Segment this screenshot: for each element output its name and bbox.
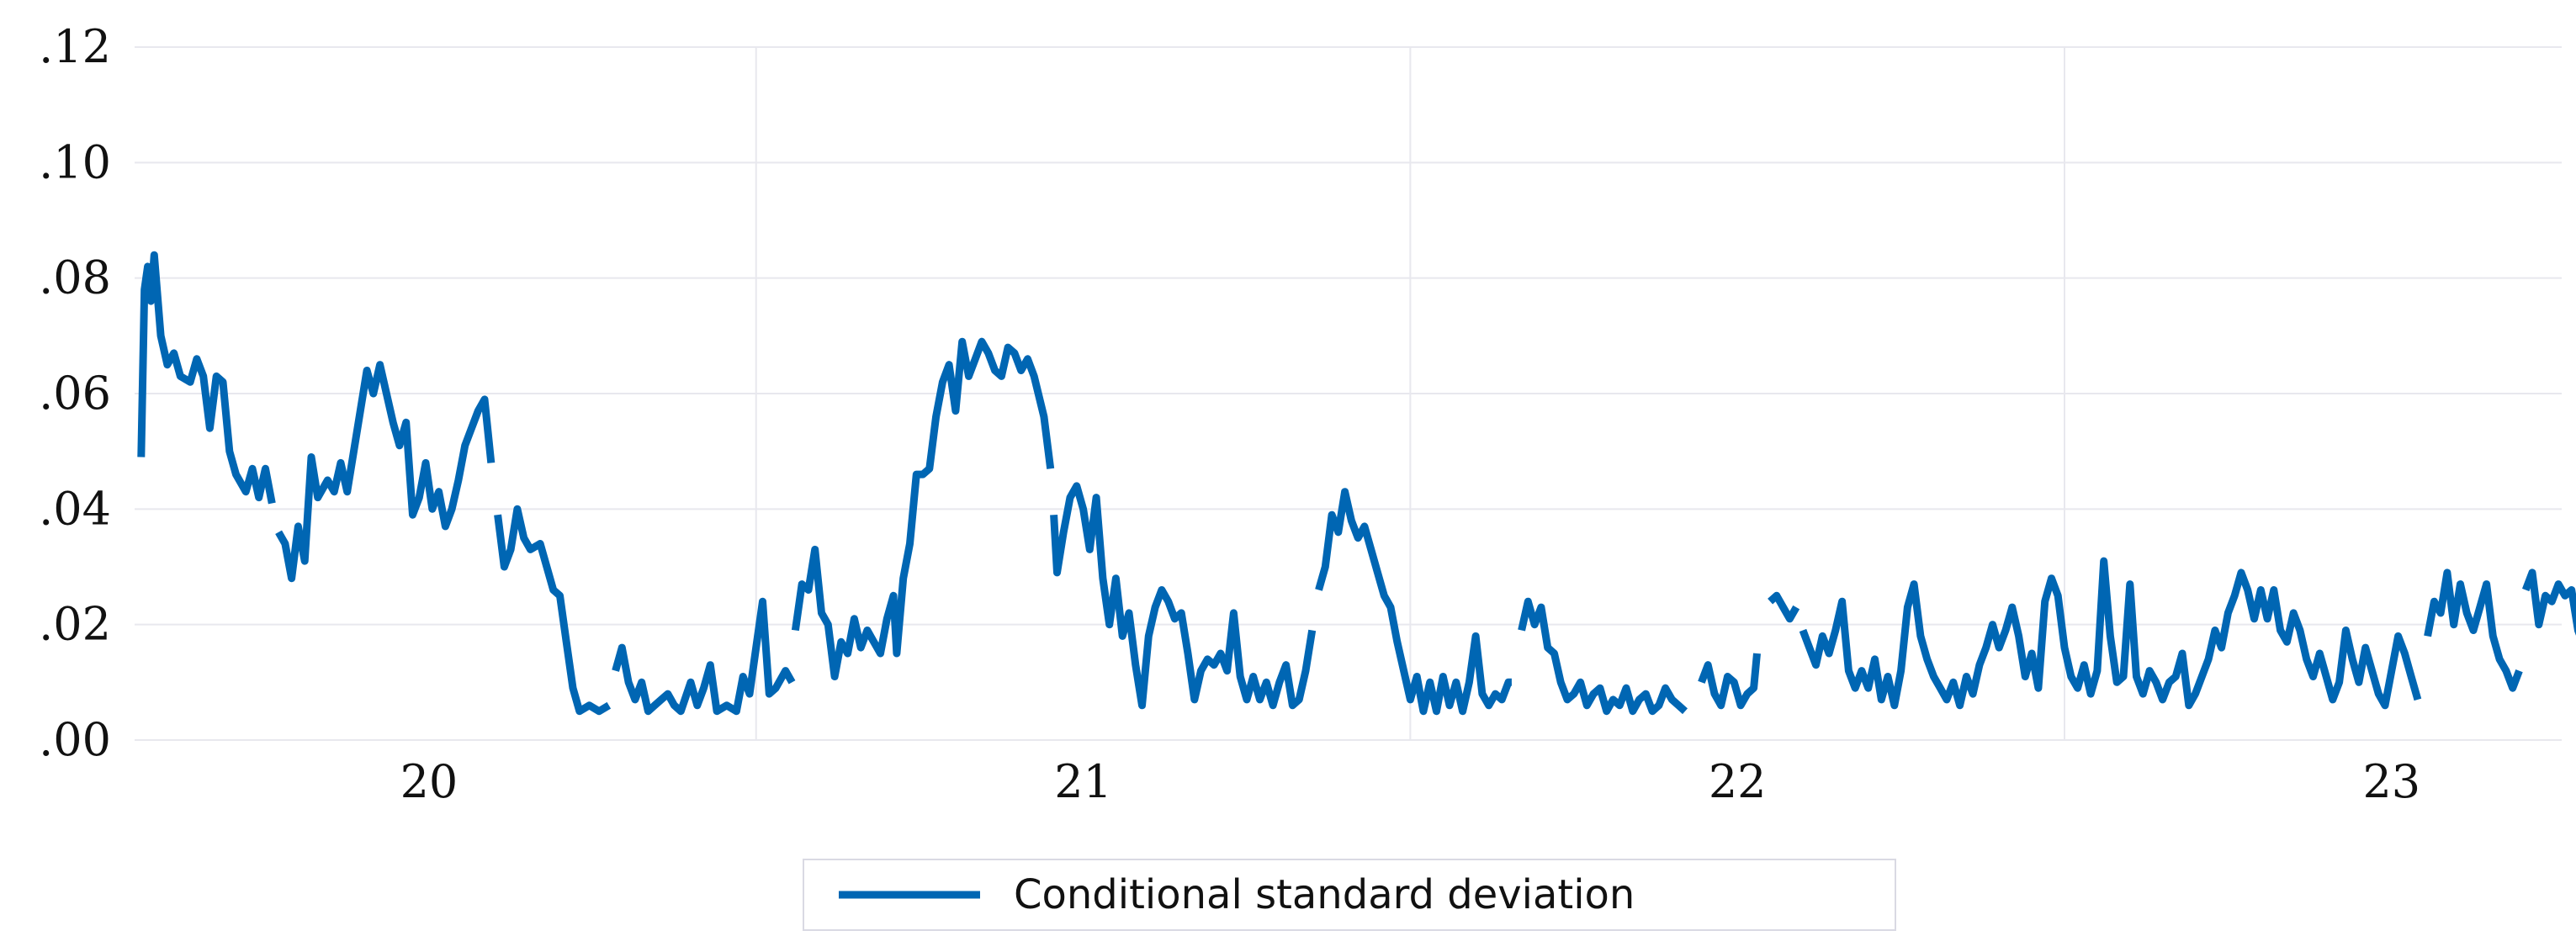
- y-tick-label: .04: [39, 482, 111, 535]
- series-line-segment: [612, 597, 796, 716]
- x-tick-label: 23: [2362, 755, 2420, 808]
- y-tick-label: .10: [39, 135, 111, 188]
- y-tick-label: .06: [39, 367, 111, 420]
- y-tick-label: .02: [39, 598, 111, 651]
- series-line-segment: [1315, 488, 1513, 716]
- series-line-segment: [494, 505, 612, 716]
- legend-box: [803, 859, 1896, 931]
- series-line-segment: [275, 361, 496, 583]
- x-tick-label: 21: [1054, 755, 1112, 808]
- legend: Conditional standard deviation: [803, 859, 1896, 931]
- series-line-segment: [1518, 597, 1688, 716]
- x-tick-label: 22: [1709, 755, 1767, 808]
- series-line-segment: [1799, 557, 2422, 710]
- series-line-segment: [791, 337, 1055, 680]
- x-axis-ticks: 20 21 22 23: [400, 755, 2421, 808]
- y-axis-ticks: .00 .02 .04 .06 .08 .10 .12: [39, 20, 111, 766]
- series-line-segment: [2424, 568, 2523, 692]
- y-tick-label: .08: [39, 251, 111, 304]
- series-line-segment: [2521, 568, 2576, 636]
- y-tick-label: .12: [39, 20, 111, 73]
- legend-label: Conditional standard deviation: [1014, 871, 1635, 918]
- series-line-segment: [1050, 482, 1317, 710]
- series-line-segment: [137, 251, 276, 505]
- series-line-segment: [1768, 591, 1800, 623]
- series-line-segment: [1698, 653, 1761, 710]
- grid: [135, 46, 2562, 741]
- y-tick-label: .00: [39, 713, 111, 766]
- x-tick-label: 20: [400, 755, 458, 808]
- series-group: [137, 251, 2576, 716]
